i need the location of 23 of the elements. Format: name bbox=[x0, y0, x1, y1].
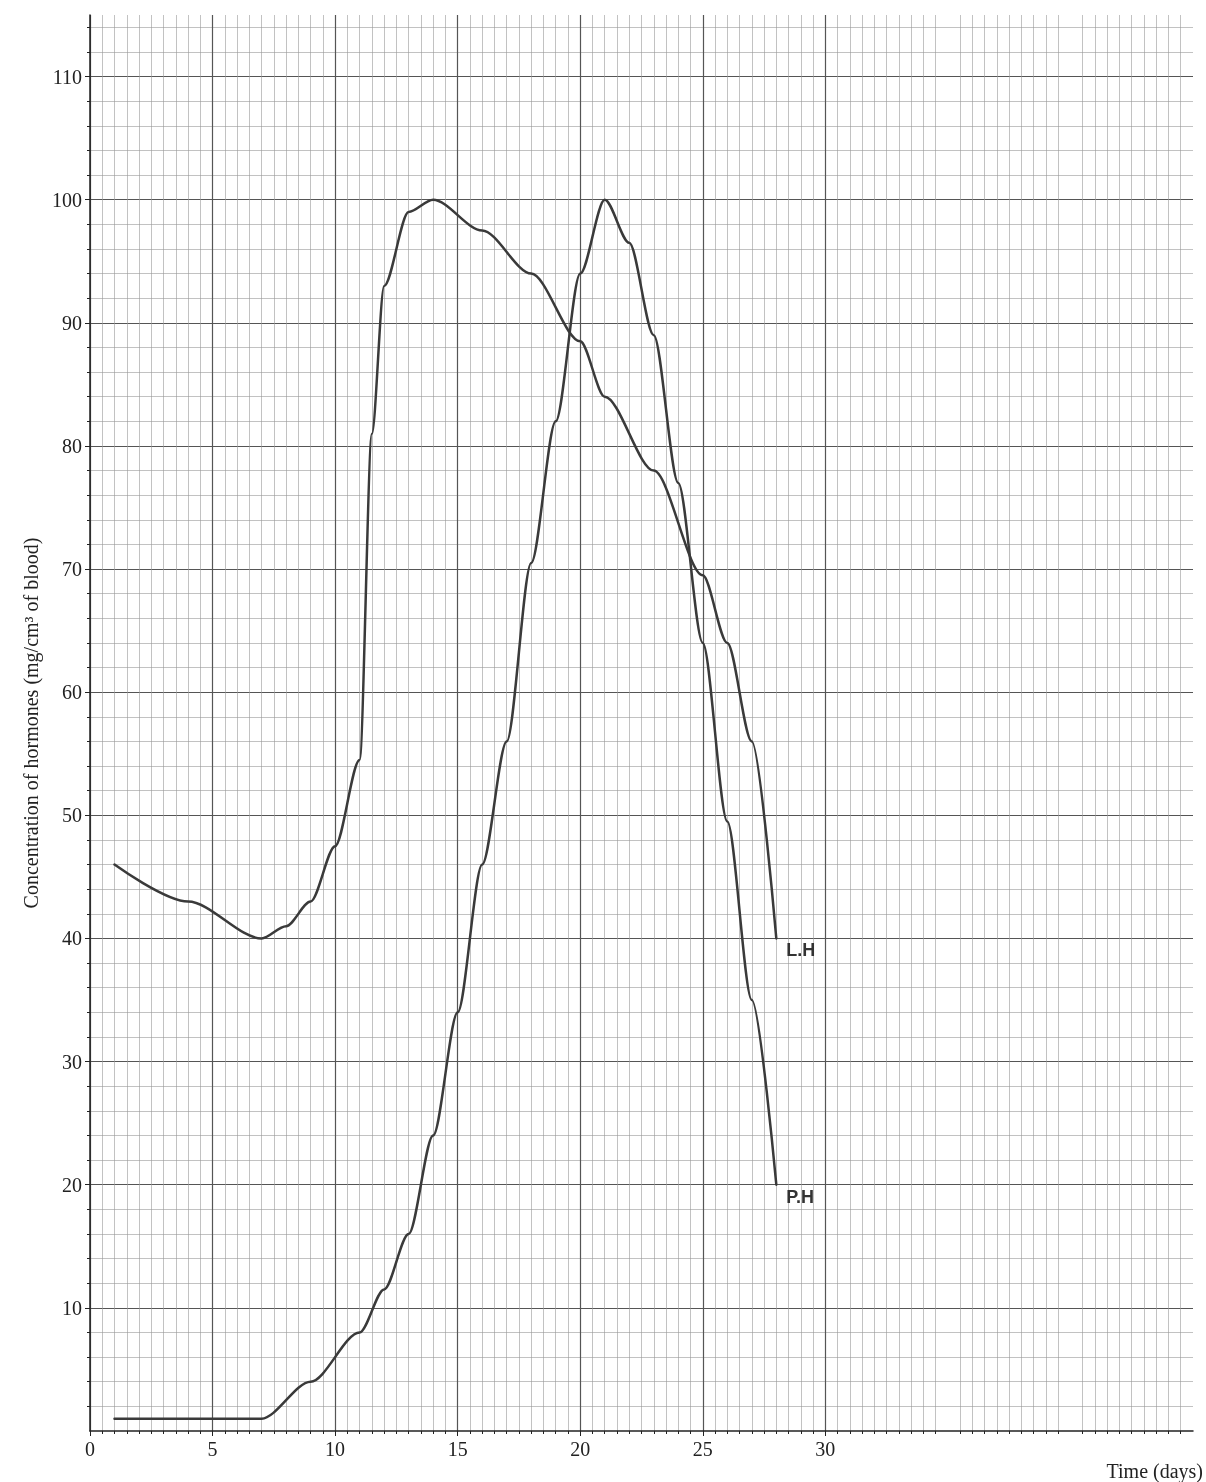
y-tick-label: 30 bbox=[62, 1050, 82, 1073]
x-tick-label: 15 bbox=[447, 1438, 468, 1460]
y-tick-label: 50 bbox=[62, 804, 82, 827]
x-tick-label: 10 bbox=[325, 1438, 346, 1460]
series-label: L.H bbox=[786, 940, 816, 961]
y-tick-label: 40 bbox=[62, 927, 82, 950]
y-tick-label: 60 bbox=[62, 681, 82, 704]
y-tick-label: 70 bbox=[62, 558, 82, 581]
y-tick-label: 100 bbox=[52, 188, 82, 211]
y-tick-label: 20 bbox=[62, 1173, 82, 1196]
x-tick-label: 25 bbox=[692, 1438, 713, 1460]
x-tick-label: 20 bbox=[570, 1438, 591, 1460]
y-tick-label: 80 bbox=[62, 434, 82, 457]
line-series bbox=[113, 198, 778, 1420]
x-tick-label: 5 bbox=[207, 1438, 218, 1460]
y-axis-title: Concentration of hormones (mg/cm³ of blood) bbox=[20, 537, 44, 909]
y-tick-label: 110 bbox=[52, 65, 82, 88]
x-axis-title: Time (days) bbox=[1106, 1460, 1203, 1482]
y-tick-label: 10 bbox=[62, 1296, 82, 1319]
x-tick-label: 0 bbox=[85, 1438, 95, 1460]
series-label: P.H bbox=[786, 1186, 814, 1207]
x-tick-label: 30 bbox=[815, 1438, 836, 1460]
y-tick-label: 90 bbox=[62, 311, 82, 334]
